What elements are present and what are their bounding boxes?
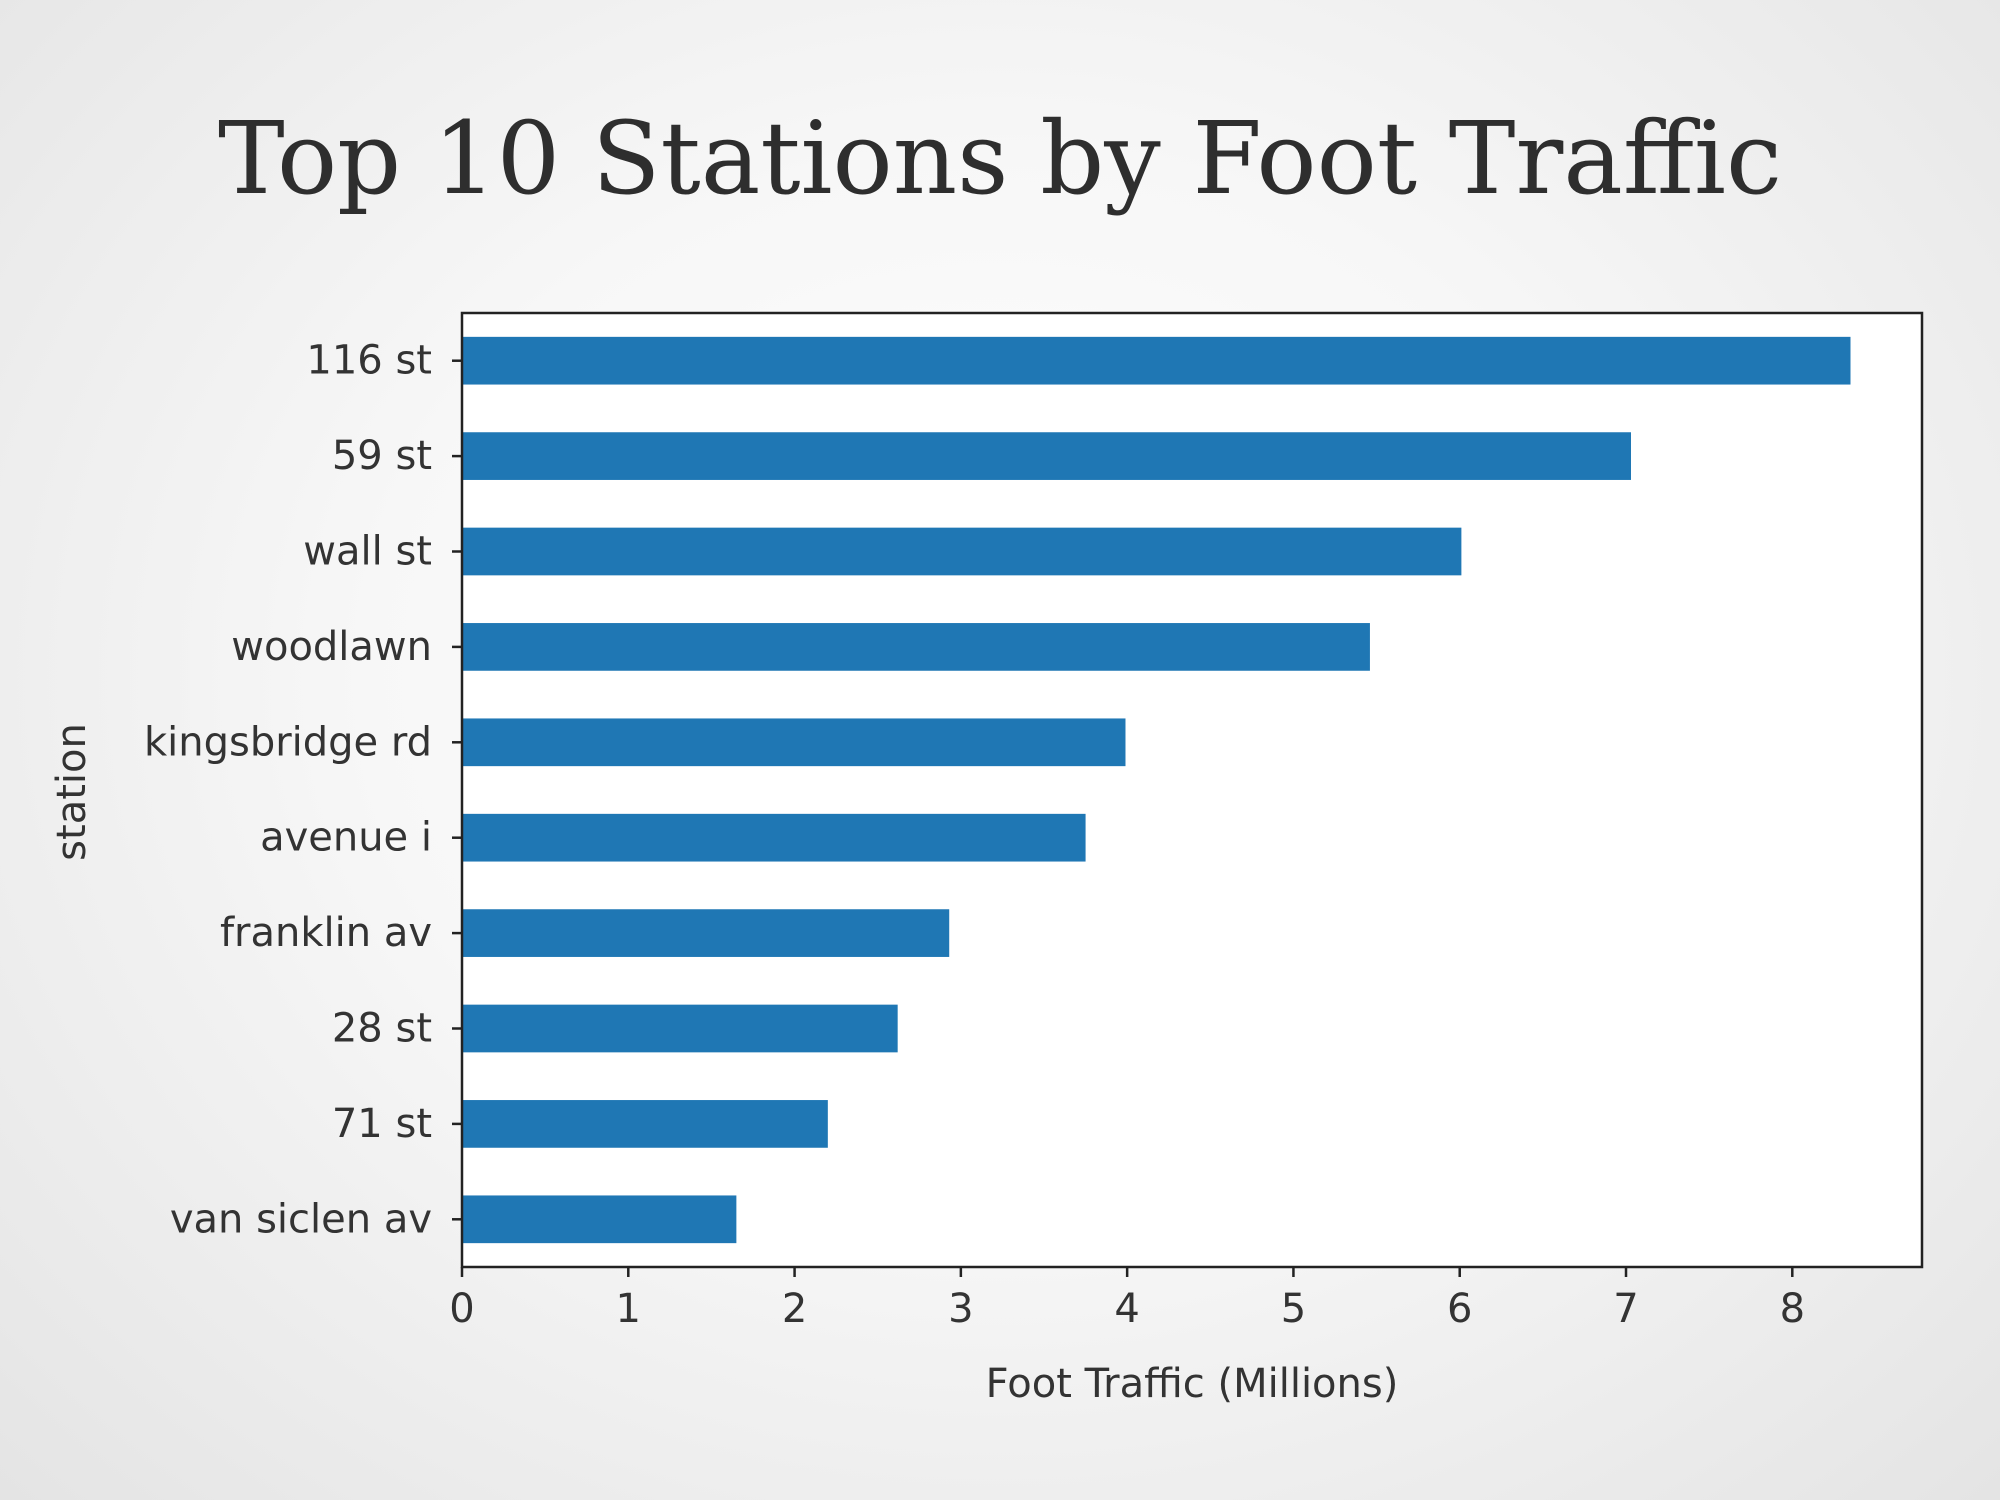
y-ticks-group: 116 st 59 st wall st woodlawn kingsbridge rd… (144, 338, 462, 1242)
x-tick-label: 4 (1114, 1286, 1139, 1332)
y-axis-label: station (49, 723, 95, 861)
x-tick-label: 1 (616, 1286, 641, 1332)
bar-wall-st (462, 527, 1462, 576)
y-tick-label: 71 st (332, 1101, 432, 1147)
bar-franklin-av (462, 909, 950, 957)
x-axis-label: Foot Traffic (Millions) (986, 1361, 1399, 1407)
y-tick-label: 59 st (332, 433, 432, 479)
y-tick-label: 28 st (332, 1006, 432, 1052)
y-tick-label: avenue i (260, 815, 432, 861)
x-tick-label: 5 (1281, 1286, 1306, 1332)
bars-group (462, 336, 1851, 1244)
bar-van-siclen-av (462, 1195, 737, 1244)
bar-116-st (462, 336, 1851, 385)
bar-kingsbridge-rd (462, 718, 1126, 767)
x-tick-label: 2 (782, 1286, 807, 1332)
bar-woodlawn (462, 623, 1370, 671)
y-tick-label: van siclen av (170, 1196, 432, 1242)
bar-71-st (462, 1100, 828, 1148)
y-tick-label: kingsbridge rd (144, 719, 432, 765)
y-tick-label: woodlawn (231, 624, 432, 670)
x-tick-label: 6 (1447, 1286, 1472, 1332)
y-tick-label: 116 st (306, 338, 432, 384)
bar-28-st (462, 1004, 898, 1053)
y-tick-label: franklin av (220, 910, 432, 956)
x-tick-label: 8 (1780, 1286, 1805, 1332)
x-tick-label: 7 (1613, 1286, 1638, 1332)
bar-59-st (462, 432, 1631, 480)
plot-frame (460, 311, 1924, 1269)
x-tick-label: 0 (449, 1286, 474, 1332)
x-ticks-group: 0 1 2 3 4 5 6 7 8 (449, 1267, 1805, 1332)
y-tick-label: wall st (303, 529, 432, 575)
x-tick-label: 3 (948, 1286, 973, 1332)
bar-avenue-i (462, 813, 1086, 862)
slide-title: Top 10 Stations by Foot Traffic (218, 100, 1782, 217)
